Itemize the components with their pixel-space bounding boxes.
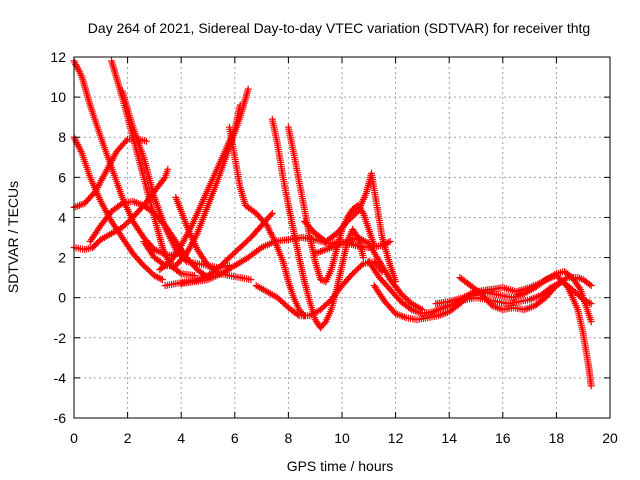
series-arc-18 xyxy=(311,234,426,314)
series-arc-22 xyxy=(456,274,595,314)
x-tick-label: 14 xyxy=(441,430,457,446)
series-arc-17 xyxy=(301,169,400,286)
x-tick-label: 20 xyxy=(602,430,618,446)
chart-title: Day 264 of 2021, Sidereal Day-to-day VTE… xyxy=(88,20,590,36)
series-markers xyxy=(301,169,400,286)
y-tick-label: 12 xyxy=(50,49,66,65)
x-tick-label: 4 xyxy=(177,430,185,446)
series-markers xyxy=(225,123,308,320)
y-tick-label: 6 xyxy=(58,169,66,185)
series-markers xyxy=(456,274,595,314)
y-axis-label: SDTVAR / TECUs xyxy=(5,181,21,293)
series-markers xyxy=(156,101,244,274)
y-tick-label: -6 xyxy=(54,410,67,426)
x-tick-label: 0 xyxy=(70,430,78,446)
series-arc-15 xyxy=(268,115,367,332)
x-tick-label: 6 xyxy=(231,430,239,446)
y-tick-label: 4 xyxy=(58,209,66,225)
x-tick-label: 12 xyxy=(388,430,404,446)
y-tick-label: 0 xyxy=(58,290,66,306)
x-tick-label: 18 xyxy=(549,430,565,446)
y-tick-label: 10 xyxy=(50,89,66,105)
y-tick-label: -4 xyxy=(54,370,67,386)
series-markers xyxy=(86,197,212,282)
x-tick-label: 2 xyxy=(124,430,132,446)
x-tick-label: 8 xyxy=(285,430,293,446)
x-tick-label: 16 xyxy=(495,430,511,446)
y-tick-label: 8 xyxy=(58,129,66,145)
x-tick-label: 10 xyxy=(334,430,350,446)
data-series xyxy=(70,57,595,390)
series-arc-7 xyxy=(86,197,212,282)
x-axis-label: GPS time / hours xyxy=(287,458,394,474)
series-arc-13 xyxy=(225,123,308,320)
series-arc-9 xyxy=(156,101,244,274)
y-tick-label: 2 xyxy=(58,250,66,266)
axis-ticks: 0 2 4 6 8 10 12 14 16 18 20 -6 -4 -2 0 2 4 6 8 10 12 xyxy=(50,49,618,446)
series-markers xyxy=(311,234,426,314)
series-markers xyxy=(268,115,367,332)
y-tick-label: -2 xyxy=(54,330,67,346)
